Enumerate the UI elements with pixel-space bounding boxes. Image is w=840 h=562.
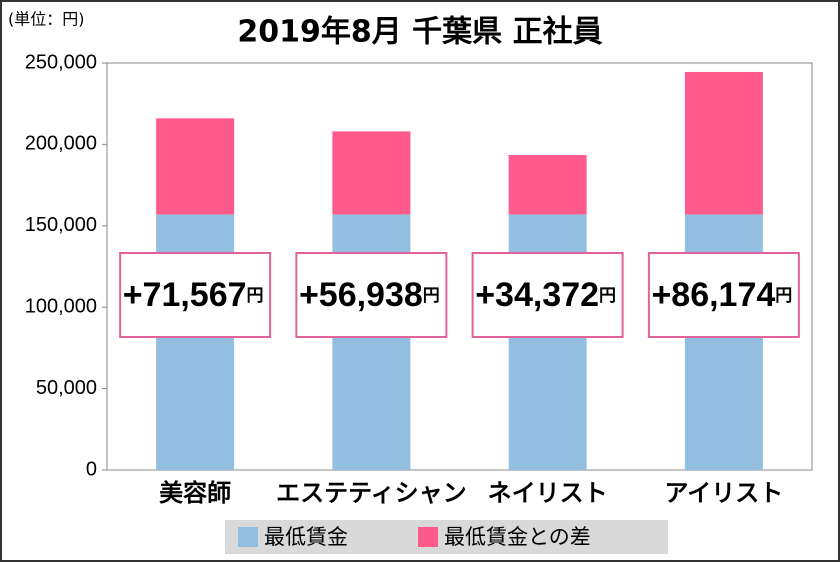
annotation-value: +71,567 <box>123 276 247 314</box>
x-tick-label: アイリスト <box>664 479 783 507</box>
x-tick-label: エステティシャン <box>276 479 467 507</box>
x-tick-label: 美容師 <box>159 479 231 507</box>
bar-segment <box>156 118 235 215</box>
y-tick-label: 0 <box>86 458 97 480</box>
y-tick-label: 100,000 <box>25 295 97 317</box>
y-tick-label: 150,000 <box>25 214 97 236</box>
legend-box <box>225 520 668 554</box>
bar-segment <box>684 71 763 215</box>
annotation: +86,174円 <box>651 276 792 314</box>
plot: 0 50,000 100,000 150,000 200,000 250,000 美容師 エス… <box>25 51 813 549</box>
annotation-box <box>295 252 448 338</box>
annotation: +71,567円 <box>123 276 264 314</box>
annotation: +56,938円 <box>299 276 440 314</box>
annotation-value: +86,174 <box>651 276 775 314</box>
legend-label: 最低賃金との差 <box>444 525 591 549</box>
y-tick-label: 50,000 <box>36 377 97 399</box>
annotation-box <box>471 252 624 338</box>
legend-label: 最低賃金 <box>264 525 348 549</box>
y-tick-label: 250,000 <box>25 51 97 73</box>
plot-area <box>106 62 813 471</box>
annotation-unit: 円 <box>423 286 440 305</box>
bar-segment <box>508 154 587 215</box>
annotation-value: +56,938 <box>299 276 423 314</box>
legend-swatch <box>238 527 258 547</box>
bar-segment <box>332 131 411 215</box>
unit-note: (単位：円) <box>8 10 85 29</box>
legend-swatch <box>418 527 438 547</box>
annotation-box <box>647 252 800 338</box>
annotation-unit: 円 <box>775 286 792 305</box>
chart-title: 2019年8月 千葉県 正社員 <box>237 15 602 50</box>
y-tick-label: 200,000 <box>25 133 97 155</box>
annotation-value: +34,372 <box>475 276 599 314</box>
annotation: +34,372円 <box>475 276 616 314</box>
annotation-unit: 円 <box>247 286 264 305</box>
annotation-unit: 円 <box>599 286 616 305</box>
annotation-box <box>119 252 272 338</box>
x-tick-label: ネイリスト <box>488 479 608 507</box>
